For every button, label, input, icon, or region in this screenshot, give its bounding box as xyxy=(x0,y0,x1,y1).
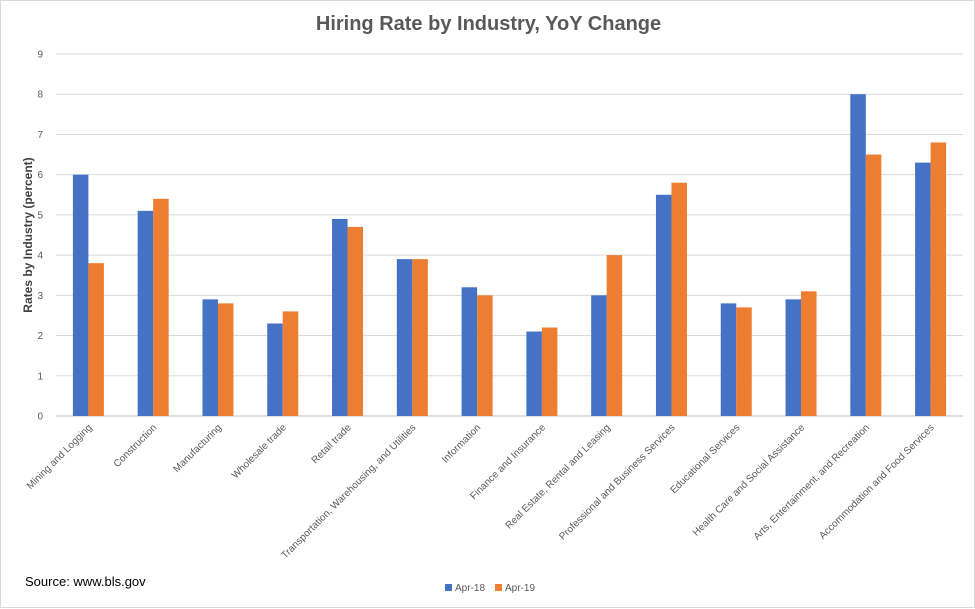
x-category-label: Mining and Logging xyxy=(25,422,95,492)
bar-apr-19 xyxy=(282,311,299,416)
bar-apr-19 xyxy=(477,295,493,416)
bar-apr-18 xyxy=(785,299,802,416)
bar-apr-18 xyxy=(332,218,348,416)
x-category-label: Retail trade xyxy=(310,422,354,466)
y-tick-label: 8 xyxy=(37,90,43,101)
x-category-label: Transportation, Warehousing, and Utiliti… xyxy=(280,422,419,561)
x-category-label: Real Estate, Rental and Leasing xyxy=(504,422,613,531)
bar-apr-19 xyxy=(347,226,364,416)
x-category-label: Accommodation and Food Services xyxy=(817,422,936,541)
bar-apr-18 xyxy=(655,194,672,416)
legend-label: Apr-19 xyxy=(505,583,535,594)
bar-apr-19 xyxy=(217,303,234,416)
bar-apr-18 xyxy=(202,299,218,416)
bar-apr-18 xyxy=(591,295,607,416)
bar-apr-19 xyxy=(736,307,752,416)
bar-apr-19 xyxy=(671,182,687,416)
source-note: Source: www.bls.gov xyxy=(25,574,146,589)
bar-apr-18 xyxy=(396,259,413,416)
bar-apr-18 xyxy=(850,94,866,416)
bar-apr-18 xyxy=(72,174,89,416)
x-category-label: Manufacturing xyxy=(171,422,224,475)
y-tick-label: 2 xyxy=(37,331,43,342)
bar-apr-19 xyxy=(606,255,623,416)
bar-apr-18 xyxy=(137,210,154,416)
bar-apr-19 xyxy=(541,327,558,416)
legend-swatch xyxy=(445,584,452,591)
bar-apr-18 xyxy=(915,162,931,416)
y-tick-label: 7 xyxy=(37,130,43,141)
y-tick-label: 4 xyxy=(37,251,43,262)
bar-apr-18 xyxy=(526,331,542,416)
y-tick-label: 1 xyxy=(37,371,43,382)
x-category-label: Health Care and Social Assistance xyxy=(691,422,808,539)
y-tick-label: 6 xyxy=(37,170,43,181)
bar-apr-19 xyxy=(88,263,104,416)
x-category-label: Professional and Business Services xyxy=(557,422,677,542)
legend-swatch xyxy=(495,584,502,591)
legend-label: Apr-18 xyxy=(455,583,485,594)
bar-apr-19 xyxy=(801,291,817,416)
bar-apr-19 xyxy=(865,154,882,417)
x-category-label: Wholesale trade xyxy=(230,422,289,481)
bar-apr-19 xyxy=(412,259,428,416)
bar-apr-19 xyxy=(153,198,169,416)
y-tick-label: 9 xyxy=(37,50,43,61)
x-category-label: Construction xyxy=(112,422,159,469)
x-category-label: Arts, Entertainment, and Recreation xyxy=(752,422,872,542)
bar-apr-19 xyxy=(930,142,947,416)
y-tick-label: 0 xyxy=(37,412,43,423)
bar-apr-18 xyxy=(267,323,283,416)
bar-apr-18 xyxy=(720,303,737,416)
x-category-label: Educational Services xyxy=(669,422,743,496)
chart-title: Hiring Rate by Industry, YoY Change xyxy=(315,13,662,35)
y-tick-label: 5 xyxy=(37,210,43,221)
x-category-label: Information xyxy=(440,422,483,465)
y-axis-title: Rates by Industry (percent) xyxy=(21,157,35,312)
y-tick-label: 3 xyxy=(37,291,43,302)
bar-apr-18 xyxy=(461,287,478,416)
